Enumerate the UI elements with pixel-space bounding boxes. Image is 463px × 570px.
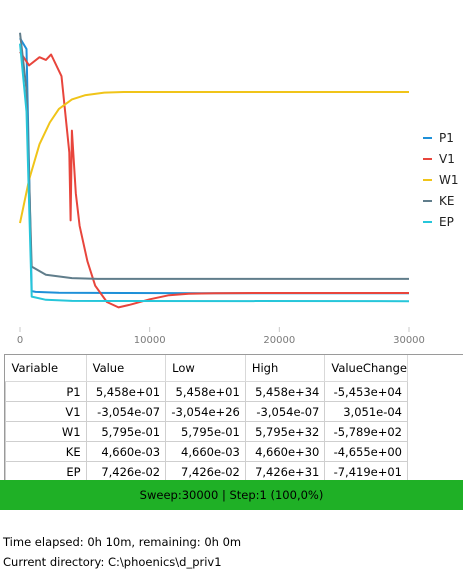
table-row[interactable]: P1 5,458e+01 5,458e+01 5,458e+34 -5,453e…	[5, 381, 408, 402]
series-line-ep	[19, 43, 410, 303]
legend-item-w1[interactable]: W1	[423, 173, 459, 187]
x-tick-label: 20000	[263, 335, 295, 346]
legend-label: KE	[439, 194, 454, 208]
cell-value: -3,054e-07	[86, 401, 167, 422]
status-bar: Sweep:30000 | Step:1 (100,0%)	[0, 480, 463, 510]
cell-variable: P1	[5, 381, 87, 402]
series-line-p1	[19, 37, 409, 295]
cell-value: 5,458e+01	[86, 381, 167, 402]
column-header-valuechange[interactable]: ValueChange	[324, 355, 408, 382]
column-header-high[interactable]: High	[245, 355, 326, 382]
cell-high: -3,054e-07	[245, 401, 326, 422]
column-header-value[interactable]: Value	[86, 355, 167, 382]
x-tick-label: 30000	[393, 335, 425, 346]
table-header-row: Variable Value Low High ValueChange	[5, 355, 408, 382]
cell-value: 7,426e-02	[86, 461, 167, 481]
table-row[interactable]: EP 7,426e-02 7,426e-02 7,426e+31 -7,419e…	[5, 461, 408, 481]
cell-value: 4,660e-03	[86, 441, 167, 462]
x-tick-label: 0	[17, 335, 23, 346]
cell-variable: V1	[5, 401, 87, 422]
cell-high: 5,458e+34	[245, 381, 326, 402]
cell-valuechange: -4,655e+00	[324, 441, 408, 462]
cell-low: 5,795e-01	[165, 421, 246, 442]
x-tick-label: 10000	[134, 335, 166, 346]
cell-valuechange: 3,051e-04	[324, 401, 408, 422]
cell-valuechange: -7,419e+01	[324, 461, 408, 481]
status-text: Sweep:30000 | Step:1 (100,0%)	[139, 488, 324, 502]
series-line-v1	[19, 51, 409, 309]
legend-label: P1	[439, 131, 454, 145]
legend-label: EP	[439, 215, 454, 229]
cell-high: 7,426e+31	[245, 461, 326, 481]
current-directory-text: Current directory: C:\phoenics\d_priv1	[3, 555, 222, 569]
cell-low: -3,054e+26	[165, 401, 246, 422]
cell-variable: W1	[5, 421, 87, 442]
cell-valuechange: -5,789e+02	[324, 421, 408, 442]
table-row[interactable]: KE 4,660e-03 4,660e-03 4,660e+30 -4,655e…	[5, 441, 408, 462]
table-row[interactable]: V1 -3,054e-07 -3,054e+26 -3,054e-07 3,05…	[5, 401, 408, 422]
legend-label: V1	[439, 152, 455, 166]
residual-chart: 0 10000 20000 30000 P1 V1 W1 KE EP	[17, 32, 459, 346]
cell-variable: KE	[5, 441, 87, 462]
variables-table-panel: Variable Value Low High ValueChange P1 5…	[4, 354, 463, 482]
chart-legend: P1 V1 W1 KE EP	[423, 131, 459, 229]
x-axis: 0 10000 20000 30000	[17, 327, 425, 346]
cell-low: 5,458e+01	[165, 381, 246, 402]
plot-lines	[19, 32, 410, 309]
cell-value: 5,795e-01	[86, 421, 167, 442]
cell-high: 5,795e+32	[245, 421, 326, 442]
column-header-variable[interactable]: Variable	[5, 355, 87, 382]
series-line-ke	[19, 32, 409, 280]
cell-valuechange: -5,453e+04	[324, 381, 408, 402]
cell-low: 7,426e-02	[165, 461, 246, 481]
series-line-w1	[19, 91, 409, 224]
legend-item-ke[interactable]: KE	[423, 194, 454, 208]
legend-label: W1	[439, 173, 459, 187]
variables-table: Variable Value Low High ValueChange P1 5…	[5, 355, 408, 481]
table-row[interactable]: W1 5,795e-01 5,795e-01 5,795e+32 -5,789e…	[5, 421, 408, 442]
cell-low: 4,660e-03	[165, 441, 246, 462]
cell-variable: EP	[5, 461, 87, 481]
column-header-low[interactable]: Low	[165, 355, 246, 382]
legend-item-v1[interactable]: V1	[423, 152, 455, 166]
legend-item-ep[interactable]: EP	[423, 215, 454, 229]
legend-item-p1[interactable]: P1	[423, 131, 454, 145]
time-elapsed-text: Time elapsed: 0h 10m, remaining: 0h 0m	[3, 535, 242, 549]
cell-high: 4,660e+30	[245, 441, 326, 462]
